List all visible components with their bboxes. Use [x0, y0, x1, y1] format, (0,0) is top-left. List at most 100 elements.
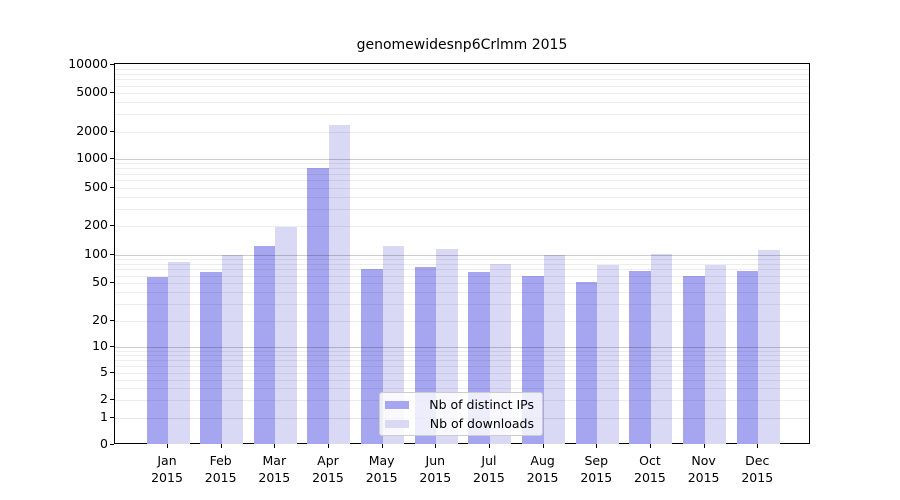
x-tick-mark	[220, 444, 222, 448]
legend-swatch-downloads	[385, 419, 409, 428]
minor-gridline	[115, 366, 809, 368]
y-tick-mark	[110, 187, 114, 188]
y-tick-label: 20	[92, 311, 108, 327]
bar-distinct-ips	[736, 271, 759, 444]
year-label: 2015	[312, 470, 344, 485]
y-axis-labels: 0 1 2 5 10 20 50 100 200 500 1000 2000 5000 10000	[0, 0, 108, 500]
x-tick-mark	[757, 444, 759, 448]
minor-gridline	[115, 114, 809, 116]
y-tick-label: 5	[100, 364, 108, 379]
x-tick-label: Sep 2015	[566, 452, 626, 486]
minor-gridline	[115, 373, 809, 374]
x-tick-label: Mar 2015	[244, 452, 304, 486]
minor-gridline	[115, 73, 809, 75]
month-label: Dec	[745, 453, 770, 468]
y-tick-mark	[110, 282, 114, 283]
x-tick-mark	[542, 444, 544, 448]
y-tick-label: 2000	[76, 122, 108, 138]
y-tick-label: 10	[92, 338, 108, 353]
y-tick-mark	[110, 225, 114, 226]
y-tick-mark	[110, 130, 114, 132]
minor-gridline	[115, 68, 809, 70]
y-tick-label: 0	[100, 435, 108, 451]
y-tick-label: 500	[84, 179, 108, 194]
y-tick-mark	[110, 319, 114, 321]
year-label: 2015	[419, 470, 452, 485]
bar-distinct-ips	[253, 246, 276, 444]
y-tick-mark	[110, 416, 114, 418]
x-tick-label: Dec 2015	[727, 452, 787, 486]
month-label: Aug	[530, 453, 555, 468]
minor-gridline	[115, 188, 809, 189]
minor-gridline	[115, 388, 809, 390]
minor-gridline	[115, 360, 809, 362]
y-tick-mark	[110, 372, 114, 373]
x-tick-label: Apr 2015	[298, 452, 358, 486]
year-label: 2015	[634, 470, 666, 485]
x-tick-label: Jul 2015	[459, 452, 519, 486]
minor-gridline	[115, 259, 809, 261]
major-gridline	[115, 255, 809, 256]
minor-gridline	[115, 102, 809, 104]
bar-downloads	[758, 249, 780, 444]
minor-gridline	[115, 269, 809, 271]
year-label: 2015	[687, 470, 720, 485]
minor-gridline	[115, 264, 809, 265]
x-tick-mark	[703, 444, 705, 448]
minor-gridline	[115, 79, 809, 81]
y-tick-mark	[110, 158, 114, 159]
x-tick-label: Feb 2015	[191, 452, 251, 486]
minor-gridline	[115, 180, 809, 182]
legend-item-downloads: Nb of downloads	[385, 414, 534, 433]
year-label: 2015	[258, 470, 291, 485]
month-label: Apr	[317, 453, 339, 468]
y-tick-mark	[110, 443, 114, 445]
bar-distinct-ips	[200, 271, 222, 444]
x-tick-mark	[327, 444, 329, 448]
x-tick-label: Oct 2015	[620, 452, 680, 486]
bar-downloads	[168, 262, 190, 444]
minor-gridline	[115, 93, 809, 94]
bar-distinct-ips	[683, 275, 705, 444]
plot-area	[114, 63, 810, 444]
legend-swatch-distinct-ips	[385, 400, 409, 409]
bar-downloads	[275, 227, 297, 444]
minor-gridline	[115, 379, 809, 381]
minor-gridline	[115, 197, 809, 199]
month-label: Jan	[157, 453, 177, 468]
y-tick-mark	[110, 399, 114, 401]
x-tick-label: Jun 2015	[405, 452, 465, 486]
y-tick-label: 2	[100, 391, 108, 407]
month-label: Nov	[691, 453, 716, 468]
minor-gridline	[115, 85, 809, 87]
y-tick-mark	[110, 63, 114, 65]
bar-distinct-ips	[361, 269, 383, 444]
minor-gridline	[115, 163, 809, 165]
y-tick-label: 200	[84, 217, 108, 232]
y-tick-mark	[110, 346, 114, 347]
legend-label-distinct-ips: Nb of distinct IPs	[429, 397, 534, 412]
major-gridline	[115, 347, 809, 348]
y-tick-label: 1000	[76, 150, 108, 165]
bar-downloads	[597, 264, 619, 444]
x-tick-mark	[435, 444, 437, 448]
x-tick-label: Nov 2015	[674, 452, 734, 486]
minor-gridline	[115, 168, 809, 170]
minor-gridline	[115, 131, 809, 133]
minor-gridline	[115, 283, 809, 284]
y-tick-label: 100	[84, 246, 108, 261]
minor-gridline	[115, 350, 809, 352]
minor-gridline	[115, 275, 809, 277]
year-label: 2015	[365, 470, 398, 485]
x-tick-label: Jan 2015	[137, 452, 197, 486]
bar-downloads	[704, 265, 727, 444]
minor-gridline	[115, 173, 809, 175]
y-tick-label: 10000	[68, 55, 108, 71]
bar-downloads	[650, 253, 673, 444]
y-tick-label: 5000	[76, 84, 108, 99]
bar-downloads	[543, 255, 566, 444]
y-tick-label: 50	[92, 274, 108, 289]
month-label: Jun	[425, 453, 446, 468]
x-tick-mark	[274, 444, 276, 448]
